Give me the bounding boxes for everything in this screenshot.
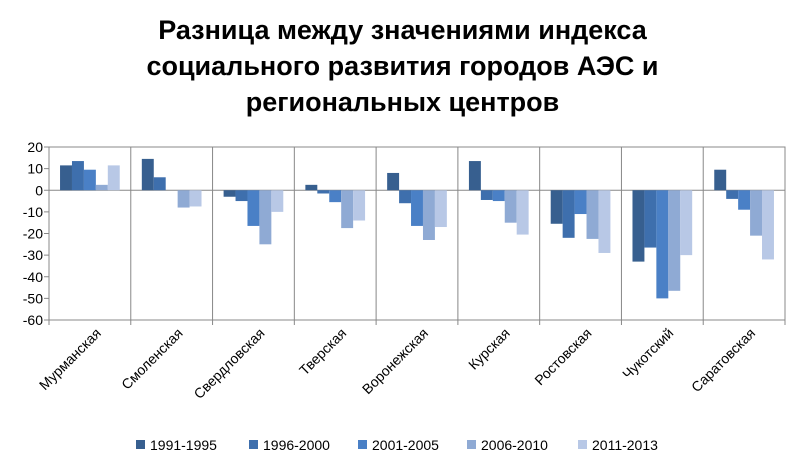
- bar-1996-2000-Мурманская: [71, 161, 84, 191]
- bar-1991-1995-Саратовская: [714, 169, 727, 191]
- bar-1991-1995-Свердловская: [223, 190, 236, 197]
- bar-1996-2000-Тверская: [317, 190, 330, 194]
- y-tick-label: -30: [23, 247, 43, 263]
- bar-2011-2013-Свердловская: [271, 190, 284, 212]
- bar-2011-2013-Тверская: [353, 190, 366, 221]
- x-category-label: Воронежская: [359, 325, 431, 397]
- legend-swatch: [136, 440, 145, 449]
- chart-title: Разница между значениями индекса социаль…: [0, 12, 805, 120]
- bar-2006-2010-Ростовская: [586, 190, 599, 239]
- legend-swatch: [578, 440, 587, 449]
- bar-1996-2000-Чукотский: [644, 190, 657, 248]
- x-category-label: Ростовская: [531, 325, 594, 388]
- x-category-label: Свердловская: [190, 325, 267, 402]
- bar-2006-2010-Чукотский: [668, 190, 681, 291]
- x-category-label: Чукотский: [619, 325, 676, 382]
- bar-1991-1995-Тверская: [305, 184, 318, 191]
- chart-title-line-2: социального развития городов АЭС и: [146, 51, 659, 81]
- bar-1996-2000-Ростовская: [562, 190, 575, 238]
- bar-1996-2000-Свердловская: [235, 190, 248, 202]
- bar-1996-2000-Смоленская: [153, 177, 166, 191]
- bar-1991-1995-Воронежская: [387, 172, 400, 191]
- y-tick-label: -50: [23, 290, 43, 306]
- bar-2001-2005-Тверская: [329, 190, 342, 203]
- y-tick-label: 20: [27, 139, 43, 155]
- bar-2011-2013-Саратовская: [762, 190, 774, 260]
- y-tick-label: -40: [23, 269, 43, 285]
- bar-1991-1995-Чукотский: [632, 190, 645, 262]
- bar-2011-2013-Ростовская: [598, 190, 611, 253]
- bar-2001-2005-Воронежская: [411, 190, 423, 226]
- x-category-label: Смоленская: [118, 325, 186, 393]
- bar-2001-2005-Мурманская: [83, 169, 96, 191]
- bar-2001-2005-Саратовская: [738, 190, 751, 210]
- y-tick-label: -60: [23, 312, 43, 328]
- bar-1991-1995-Ростовская: [550, 190, 563, 224]
- bar-2001-2005-Свердловская: [247, 190, 260, 226]
- bar-1996-2000-Саратовская: [726, 190, 739, 199]
- bar-1996-2000-Воронежская: [399, 190, 412, 204]
- legend-label: 1991-1995: [150, 437, 217, 453]
- bar-2011-2013-Мурманская: [107, 165, 120, 191]
- bar-2006-2010-Саратовская: [750, 190, 763, 236]
- legend-label: 2006-2010: [481, 437, 548, 453]
- legend-label: 2011-2013: [592, 437, 658, 453]
- y-tick-label: 0: [35, 182, 43, 198]
- bar-2011-2013-Воронежская: [434, 190, 447, 228]
- bar-1991-1995-Курская: [468, 161, 481, 191]
- bar-2011-2013-Смоленская: [189, 190, 202, 207]
- bar-1996-2000-Курская: [480, 190, 493, 200]
- bar-2006-2010-Смоленская: [177, 190, 190, 208]
- y-tick-label: 10: [27, 161, 43, 177]
- bar-2011-2013-Чукотский: [680, 190, 693, 256]
- y-tick-label: -20: [23, 226, 43, 242]
- x-category-label: Мурманская: [36, 325, 104, 393]
- legend-label: 2001-2005: [372, 437, 439, 453]
- bar-1991-1995-Мурманская: [60, 165, 72, 191]
- x-category-label: Тверская: [296, 325, 349, 378]
- legend-swatch: [358, 440, 367, 449]
- bar-1991-1995-Смоленская: [141, 158, 154, 191]
- y-tick-label: -10: [23, 204, 43, 220]
- bar-2001-2005-Чукотский: [656, 190, 669, 299]
- bar-2006-2010-Воронежская: [422, 190, 435, 240]
- bar-2006-2010-Тверская: [341, 190, 354, 229]
- bar-2006-2010-Курская: [504, 190, 517, 223]
- legend-swatch: [467, 440, 476, 449]
- bar-2001-2005-Курская: [492, 190, 505, 202]
- chart-title-line-1: Разница между значениями индекса: [158, 15, 647, 45]
- x-category-label: Саратовская: [688, 325, 758, 395]
- bar-2006-2010-Мурманская: [95, 184, 108, 191]
- bar-2001-2005-Ростовская: [574, 190, 587, 215]
- bar-2006-2010-Свердловская: [259, 190, 272, 245]
- chart-title-line-3: региональных центров: [245, 87, 560, 117]
- legend-swatch: [249, 440, 258, 449]
- bar-2011-2013-Курская: [516, 190, 529, 235]
- x-category-label: Курская: [465, 325, 513, 373]
- legend-label: 1996-2000: [263, 437, 330, 453]
